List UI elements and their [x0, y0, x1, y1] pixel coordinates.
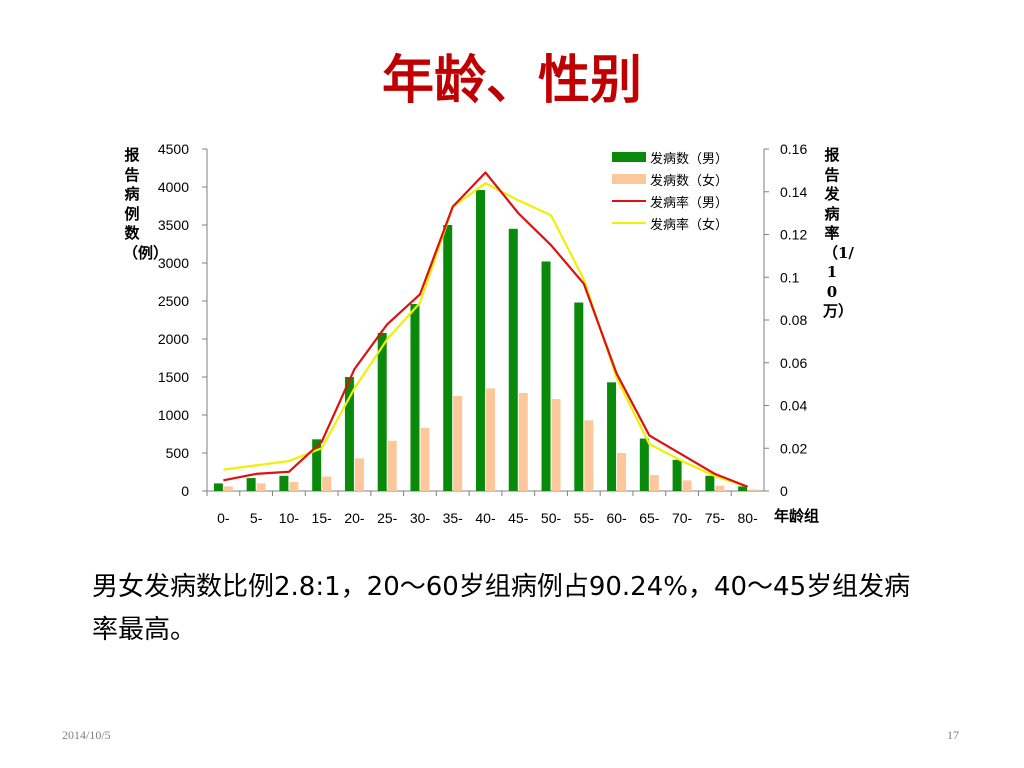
legend-swatch-male-rate [612, 200, 646, 202]
bar-male [574, 302, 584, 491]
bar-female [649, 475, 659, 491]
bar-female [322, 476, 332, 491]
bar-female [518, 392, 528, 491]
legend-label: 发病数（女） [650, 173, 729, 189]
x-tick-label: 20- [344, 510, 365, 526]
series-bars-male [213, 190, 748, 492]
x-tick-label: 75- [705, 510, 726, 526]
y-axis-right-label: 报告发病率（1/10万） [823, 146, 854, 320]
line-male-rate [223, 171, 749, 488]
bar-male [344, 377, 354, 491]
legend-item-male-rate: 发病率（男） [612, 190, 728, 212]
bar-male [705, 475, 715, 491]
bar-female [354, 458, 364, 491]
bar-female [715, 485, 725, 491]
x-tick-label: 70- [672, 510, 693, 526]
x-tick-label: 15- [312, 510, 333, 526]
bar-male [639, 438, 649, 491]
bar-male [738, 486, 748, 491]
bar-female [748, 489, 758, 491]
legend-swatch-female-cases [612, 174, 646, 184]
x-tick-label: 65- [639, 510, 660, 526]
slide-title: 年龄、性别 [381, 50, 642, 111]
bar-female [617, 453, 627, 491]
bar-female [453, 396, 463, 491]
y-left-tick-label: 0 [181, 483, 189, 499]
x-tick-label: 30- [410, 510, 431, 526]
bar-female [682, 480, 692, 491]
x-tick-label: 80- [738, 510, 759, 526]
bar-female [289, 481, 299, 491]
bar-female [584, 420, 594, 491]
footer-date: 2014/10/5 [62, 728, 111, 742]
legend-swatch-female-rate [612, 222, 646, 224]
legend-swatch-male-cases [612, 152, 646, 162]
x-axis-label: 年龄组 [774, 507, 820, 525]
bar-male [607, 382, 617, 491]
bar-male [312, 439, 322, 491]
bar-female [387, 440, 397, 491]
x-tick-label: 25- [377, 510, 398, 526]
series-bars-female [223, 388, 758, 491]
page-number: 17 [947, 728, 959, 742]
y-right-tick-label: 0.06 [780, 355, 807, 371]
y-left-tick-label: 1000 [158, 407, 189, 423]
x-tick-label: 10- [279, 510, 300, 526]
x-tick-label: 60- [606, 510, 627, 526]
x-tick-label: 40- [475, 510, 496, 526]
legend-label: 发病数（男） [650, 151, 729, 167]
bar-male [246, 478, 256, 491]
x-tick-label: 5- [250, 510, 263, 526]
bar-male [508, 228, 518, 492]
x-tick-label: 45- [508, 510, 529, 526]
chart-axes [202, 148, 769, 496]
bar-female [486, 388, 495, 491]
x-tick-label: 55- [574, 510, 595, 526]
bar-female [420, 427, 430, 491]
legend-item-female-rate: 发病率（女） [612, 212, 728, 234]
summary-text: 男女发病数比例2.8:1，20～60岁组病例占90.24%，40～45岁组发病率… [92, 572, 911, 645]
bar-male [672, 459, 682, 491]
legend-item-female-cases: 发病数（女） [612, 168, 728, 190]
bar-female [256, 483, 266, 491]
chart-legend: 发病数（男） 发病数（女） 发病率（男） 发病率（女） [612, 146, 728, 234]
y-left-tick-label: 4500 [158, 141, 189, 157]
y-right-tick-label: 0.16 [780, 141, 807, 157]
bar-male [213, 483, 223, 491]
legend-label: 发病率（女） [650, 217, 729, 233]
bar-male [279, 475, 289, 491]
y-left-tick-label: 3500 [158, 217, 189, 233]
x-tick-label: 0- [217, 510, 230, 526]
y-left-tick-label: 500 [166, 445, 190, 461]
bar-male [541, 261, 551, 491]
y-right-tick-label: 0.02 [780, 440, 807, 456]
legend-label: 发病率（男） [650, 195, 729, 211]
y-left-tick-label: 4000 [158, 179, 189, 195]
bar-female [551, 399, 561, 491]
y-left-tick-label: 2500 [158, 293, 189, 309]
y-right-tick-label: 0.1 [780, 269, 800, 285]
bar-male [410, 304, 420, 491]
bar-male [377, 332, 387, 491]
y-left-tick-label: 1500 [158, 369, 189, 385]
y-left-tick-label: 2000 [158, 331, 189, 347]
y-right-tick-label: 0.04 [780, 398, 807, 414]
tick-labels: 0 500 1000 1500 2000 2500 3000 3500 4000 4500 0 0.0… [158, 141, 808, 526]
y-right-tick-label: 0.08 [780, 312, 807, 328]
bar-male [476, 190, 485, 492]
bar-male [443, 225, 453, 491]
y-right-tick-label: 0.14 [780, 184, 807, 200]
x-tick-label: 35- [443, 510, 464, 526]
series-lines [223, 171, 749, 488]
y-axis-left-label: 报告病例数（例） [123, 146, 169, 262]
y-right-tick-label: 0.12 [780, 227, 807, 243]
bar-female [223, 486, 233, 491]
legend-item-male-cases: 发病数（男） [612, 146, 728, 168]
y-left-tick-label: 3000 [158, 255, 189, 271]
y-right-tick-label: 0 [780, 483, 788, 499]
x-tick-label: 50- [541, 510, 562, 526]
